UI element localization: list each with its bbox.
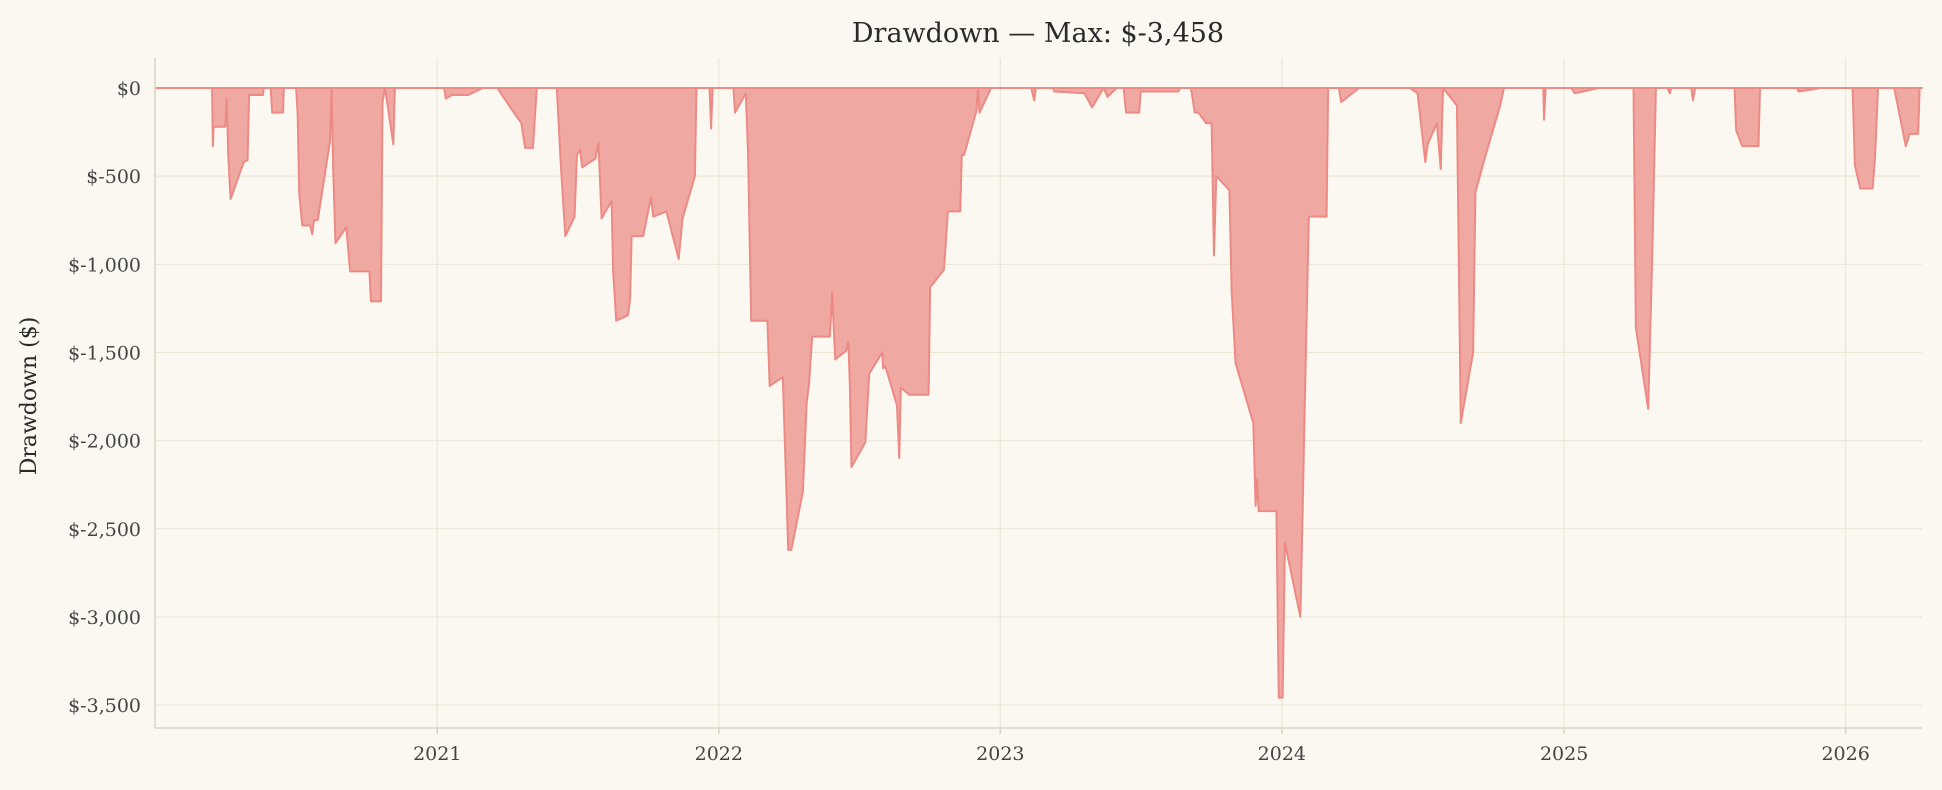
y-tick-label: $-2,000: [68, 431, 141, 453]
gridlines: [155, 58, 1922, 728]
y-tick-label: $-3,500: [68, 695, 141, 717]
y-tick-labels: $0 $-500 $-1,000 $-1,500 $-2,000 $-2,500 $-3,0…: [68, 78, 141, 717]
x-tick-labels: 2021 2022 2023 2024 2025 2026: [413, 743, 1870, 765]
y-tick-label: $-2,500: [68, 519, 141, 541]
y-tick-label: $-3,000: [68, 607, 141, 629]
y-tick-label: $0: [117, 78, 141, 100]
y-axis-label: Drawdown ($): [17, 317, 42, 476]
x-tick-label: 2025: [1540, 743, 1588, 765]
drawdown-series: [154, 86, 1923, 699]
axes: [154, 58, 1922, 734]
chart-title: Drawdown — Max: $-3,458: [852, 18, 1224, 49]
x-tick-label: 2024: [1258, 743, 1306, 765]
y-tick-label: $-1,500: [68, 342, 141, 364]
x-tick-label: 2023: [976, 743, 1024, 765]
x-tick-label: 2026: [1821, 743, 1869, 765]
y-tick-label: $-1,000: [68, 254, 141, 276]
drawdown-area: [154, 86, 1923, 699]
y-tick-label: $-500: [86, 166, 141, 188]
x-tick-label: 2021: [413, 743, 461, 765]
x-tick-label: 2022: [695, 743, 743, 765]
